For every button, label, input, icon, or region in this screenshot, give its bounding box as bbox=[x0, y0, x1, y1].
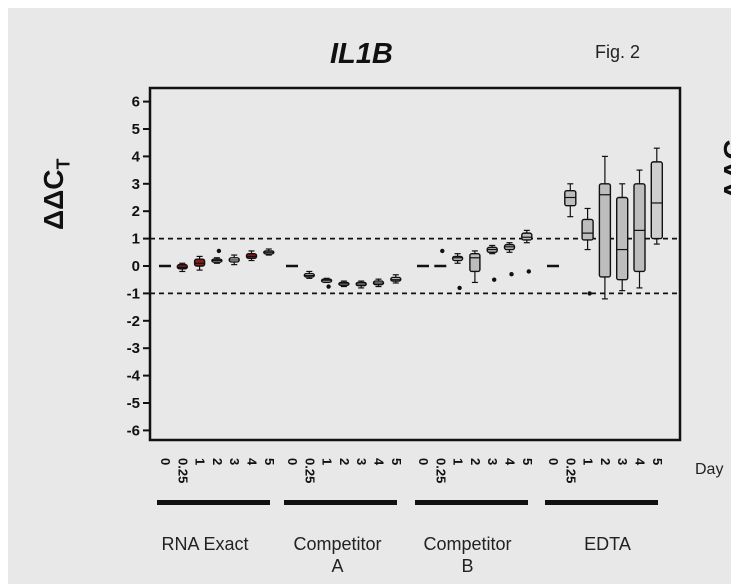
x-tick-label: 1 bbox=[193, 458, 208, 465]
x-tick-label: 3 bbox=[615, 458, 630, 465]
group-label-line1: RNA Exact bbox=[161, 534, 249, 554]
x-tick-label: 4 bbox=[503, 458, 518, 466]
y-tick-label: -4 bbox=[127, 368, 141, 385]
group-label-edta: EDTA bbox=[545, 533, 670, 555]
x-tick-label: 3 bbox=[354, 458, 369, 465]
outlier-point bbox=[526, 269, 531, 274]
group-label-line2: B bbox=[461, 556, 474, 576]
x-tick-label: 5 bbox=[650, 458, 665, 465]
group-bar bbox=[545, 500, 658, 505]
group-label-line1: Competitor bbox=[293, 534, 382, 554]
x-tick-label: 1 bbox=[451, 458, 466, 465]
x-tick-label: 0.25 bbox=[563, 458, 578, 483]
figure-number: Fig. 2 bbox=[595, 42, 641, 62]
x-tick-label: 2 bbox=[210, 458, 225, 465]
x-tick-label: 0 bbox=[285, 458, 300, 465]
group-bar bbox=[157, 500, 270, 505]
plot-frame bbox=[148, 86, 682, 442]
group-label-competitor-a: Competitor A bbox=[275, 533, 400, 577]
box bbox=[564, 189, 577, 207]
y-tick-label: 2 bbox=[132, 203, 140, 220]
x-tick-label: 2 bbox=[337, 458, 352, 465]
y-tick-label: -6 bbox=[127, 422, 140, 439]
box bbox=[616, 196, 629, 281]
x-tick-label: 2 bbox=[468, 458, 483, 465]
box bbox=[581, 218, 594, 241]
x-tick-label: 4 bbox=[245, 458, 260, 466]
x-tick-label: 5 bbox=[262, 458, 277, 465]
x-tick-label: 1 bbox=[581, 458, 596, 465]
y-tick-label: 0 bbox=[132, 258, 140, 275]
group-bar bbox=[284, 500, 397, 505]
group-bar bbox=[415, 500, 528, 505]
x-tick-label: 5 bbox=[389, 458, 404, 465]
box bbox=[193, 258, 206, 267]
page-margin-top bbox=[0, 0, 731, 8]
x-tick-label: 0.25 bbox=[433, 458, 448, 483]
y-tick-label: 4 bbox=[132, 148, 141, 165]
x-tick-label: 0 bbox=[546, 458, 561, 465]
outlier-point bbox=[326, 284, 331, 289]
day-label: Day bbox=[695, 461, 724, 478]
x-tick-label: 4 bbox=[372, 458, 387, 466]
x-tick-label: 2 bbox=[598, 458, 613, 465]
box bbox=[650, 161, 663, 240]
box bbox=[176, 263, 189, 270]
x-tick-label: 0 bbox=[158, 458, 173, 465]
y-tick-label: -1 bbox=[127, 285, 140, 302]
y-tick-label: -3 bbox=[127, 340, 140, 357]
outlier-point bbox=[492, 277, 497, 282]
y-tick-label: 1 bbox=[132, 231, 140, 248]
y-tick-label: 6 bbox=[132, 94, 140, 111]
x-tick-label: 3 bbox=[227, 458, 242, 465]
group-label-competitor-b: Competitor B bbox=[405, 533, 530, 577]
y-tick-label: -2 bbox=[127, 313, 140, 330]
y-tick-label: 5 bbox=[132, 121, 140, 138]
outlier-point bbox=[457, 285, 462, 291]
group-label-line2: A bbox=[331, 556, 344, 576]
chart-title: IL1B bbox=[330, 38, 393, 70]
box bbox=[633, 183, 646, 273]
x-tick-label: 3 bbox=[485, 458, 500, 465]
page-margin-left bbox=[0, 0, 8, 584]
group-label-rna-exact: RNA Exact bbox=[135, 533, 275, 555]
x-tick-label: 0.25 bbox=[175, 458, 190, 483]
outlier-point bbox=[587, 291, 592, 296]
x-tick-label: 1 bbox=[320, 458, 335, 465]
group-label-line1: EDTA bbox=[584, 534, 631, 554]
x-tick-label: 4 bbox=[633, 458, 648, 466]
box bbox=[451, 255, 464, 262]
y-tick-label: 3 bbox=[132, 176, 140, 193]
y-tick-label: -5 bbox=[127, 395, 140, 412]
x-tick-label: 0 bbox=[416, 458, 431, 465]
outlier-point bbox=[216, 248, 222, 254]
group-label-line1: Competitor bbox=[423, 534, 512, 554]
x-tick-label: 5 bbox=[520, 458, 535, 465]
x-tick-label: 0.25 bbox=[302, 458, 317, 483]
box bbox=[598, 183, 612, 278]
outlier-point bbox=[440, 248, 445, 254]
outlier-point bbox=[509, 272, 514, 277]
box bbox=[521, 232, 533, 241]
box bbox=[469, 252, 481, 273]
